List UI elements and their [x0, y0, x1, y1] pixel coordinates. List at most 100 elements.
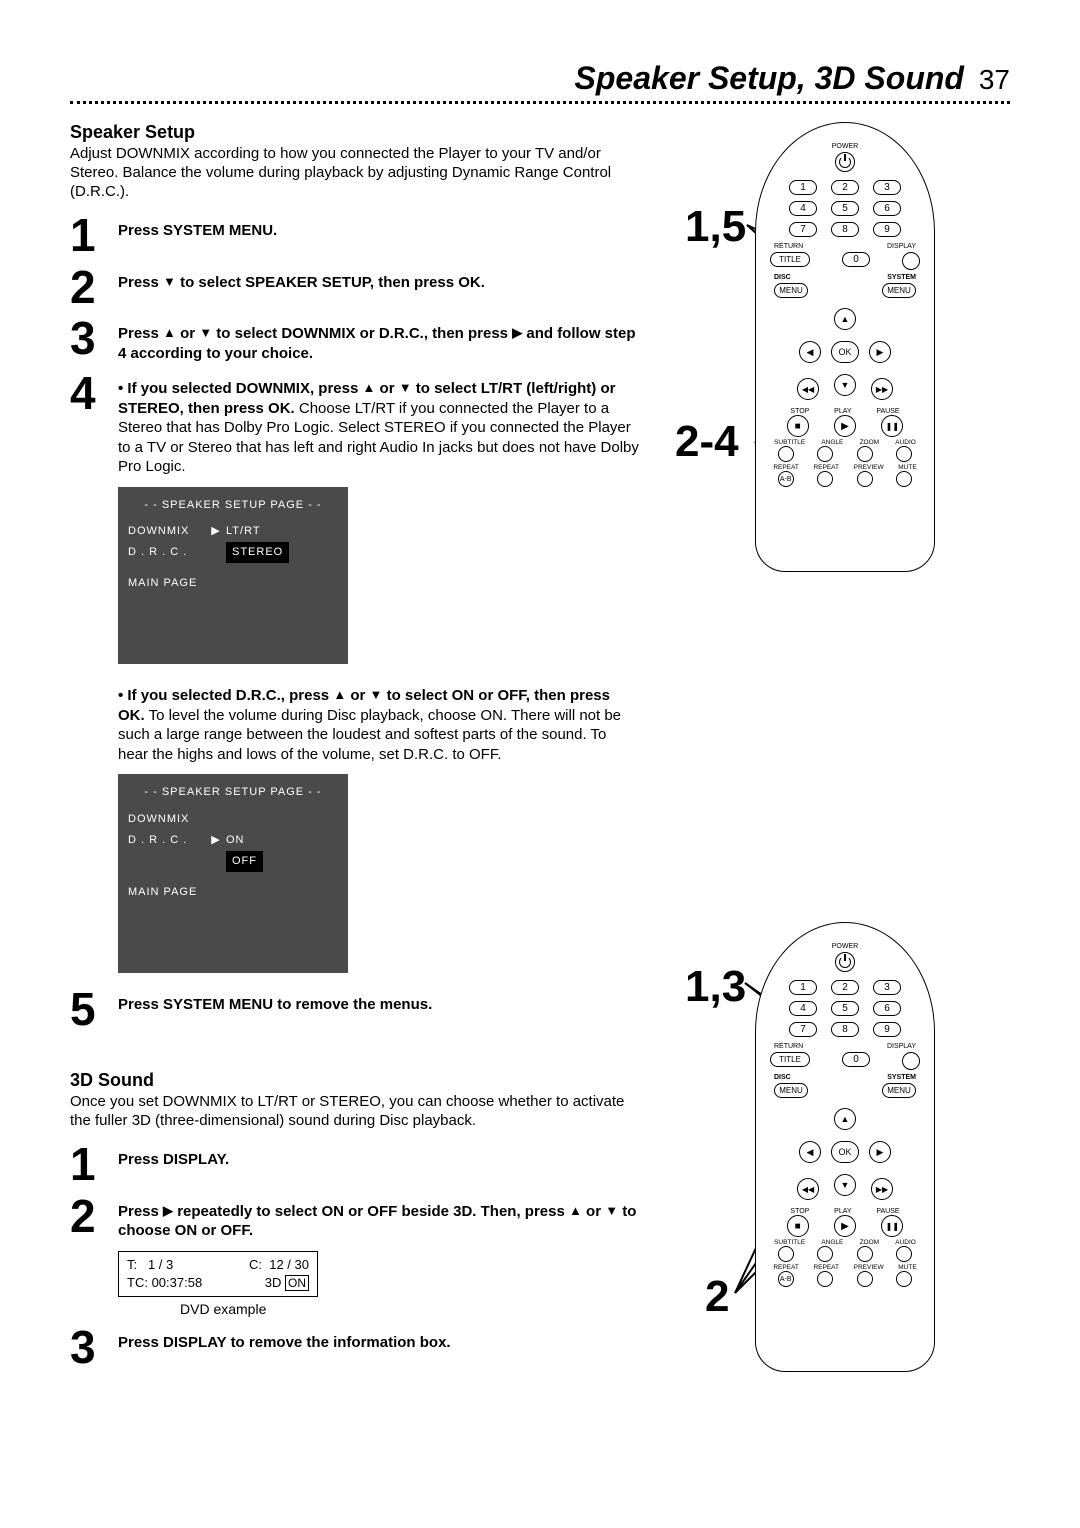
speaker-setup-intro: Adjust DOWNMIX according to how you conn…	[70, 145, 640, 201]
dvd-tval: 1 / 3	[148, 1257, 173, 1272]
num-button[interactable]: 7	[789, 222, 817, 237]
callout-1-3: 1,3	[685, 962, 746, 1012]
right-button[interactable]: ▶	[869, 1141, 891, 1163]
left-button[interactable]: ◀	[799, 1141, 821, 1163]
play-button[interactable]: ▶	[834, 1215, 856, 1237]
num-button[interactable]: 1	[789, 180, 817, 195]
disc-menu-button[interactable]: MENU	[774, 1083, 808, 1098]
num-button[interactable]: 8	[831, 1022, 859, 1037]
up-button[interactable]: ▲	[834, 308, 856, 330]
speaker-setup-heading: Speaker Setup	[70, 122, 640, 143]
audio-button[interactable]	[896, 1246, 912, 1262]
num-button[interactable]: 5	[831, 1001, 859, 1016]
left-button[interactable]: ◀	[799, 341, 821, 363]
repeat-button[interactable]	[817, 1271, 833, 1287]
play-label: PLAY	[834, 1208, 851, 1215]
dvd-info-box: T: 1 / 3 C: 12 / 30 TC: 00:37:58 3D ON	[118, 1251, 318, 1297]
angle-button[interactable]	[817, 1246, 833, 1262]
mute-button[interactable]	[896, 471, 912, 487]
system-menu-button[interactable]: MENU	[882, 283, 916, 298]
preview-button[interactable]	[857, 1271, 873, 1287]
system-label: SYSTEM	[887, 274, 916, 281]
num-button[interactable]: 9	[873, 222, 901, 237]
3d2b: repeatedly to select ON or OFF beside 3D…	[173, 1203, 569, 1220]
next-button[interactable]: ▶▶	[871, 1178, 893, 1200]
num-button[interactable]: 0	[842, 1052, 870, 1067]
display-button[interactable]	[902, 1052, 920, 1070]
page-number: 37	[979, 64, 1010, 95]
pause-button[interactable]: ❚❚	[881, 1215, 903, 1237]
num-button[interactable]: 6	[873, 1001, 901, 1016]
num-button[interactable]: 2	[831, 980, 859, 995]
power-button[interactable]	[835, 952, 855, 972]
mute-button[interactable]	[896, 1271, 912, 1287]
down-button[interactable]: ▼	[834, 374, 856, 396]
3d2c: or	[582, 1203, 605, 1220]
next-button[interactable]: ▶▶	[871, 378, 893, 400]
preview-button[interactable]	[857, 471, 873, 487]
down-icon: ▼	[370, 687, 383, 702]
subtitle-button[interactable]	[778, 1246, 794, 1262]
audio-label: AUDIO	[895, 439, 916, 446]
disc-menu-button[interactable]: MENU	[774, 283, 808, 298]
osd-main: MAIN PAGE	[128, 882, 338, 903]
num-button[interactable]: 9	[873, 1022, 901, 1037]
right-icon: ▶	[512, 325, 522, 340]
power-button[interactable]	[835, 152, 855, 172]
stop-button[interactable]: ■	[787, 415, 809, 437]
osd-label: DOWNMIX	[128, 809, 206, 830]
right-icon: ▶	[206, 521, 226, 542]
angle-button[interactable]	[817, 446, 833, 462]
subtitle-button[interactable]	[778, 446, 794, 462]
return-label: RETURN	[774, 243, 803, 250]
system-menu-button[interactable]: MENU	[882, 1083, 916, 1098]
num-button[interactable]: 8	[831, 222, 859, 237]
s4b: or	[375, 380, 398, 397]
ok-button[interactable]: OK	[831, 341, 859, 363]
repeat-ab-button[interactable]: A-B	[778, 471, 794, 487]
right-button[interactable]: ▶	[869, 341, 891, 363]
play-button[interactable]: ▶	[834, 415, 856, 437]
3d-step-2: 2 Press ▶ repeatedly to select ON or OFF…	[70, 1196, 640, 1241]
num-button[interactable]: 4	[789, 201, 817, 216]
display-button[interactable]	[902, 252, 920, 270]
title-button[interactable]: TITLE	[770, 252, 810, 267]
repeat-button[interactable]	[817, 471, 833, 487]
num-button[interactable]: 1	[789, 980, 817, 995]
3dstep3-text: Press DISPLAY to remove the information …	[118, 1334, 451, 1351]
num-button[interactable]: 3	[873, 980, 901, 995]
prev-button[interactable]: ◀◀	[797, 378, 819, 400]
osd-value: LT/RT	[226, 521, 261, 542]
stop-button[interactable]: ■	[787, 1215, 809, 1237]
ok-button[interactable]: OK	[831, 1141, 859, 1163]
step-number: 5	[70, 989, 118, 1030]
repeat-label: REPEAT	[773, 464, 799, 471]
audio-button[interactable]	[896, 446, 912, 462]
dvd-example-label: DVD example	[180, 1301, 640, 1317]
zoom-button[interactable]	[857, 446, 873, 462]
up-button[interactable]: ▲	[834, 1108, 856, 1130]
repeat-ab-button[interactable]: A-B	[778, 1271, 794, 1287]
num-button[interactable]: 2	[831, 180, 859, 195]
pause-button[interactable]: ❚❚	[881, 415, 903, 437]
num-button[interactable]: 4	[789, 1001, 817, 1016]
osd-label: DOWNMIX	[128, 521, 206, 542]
title-button[interactable]: TITLE	[770, 1052, 810, 1067]
osd-downmix: - - SPEAKER SETUP PAGE - - DOWNMIX▶LT/RT…	[118, 487, 348, 665]
num-button[interactable]: 3	[873, 180, 901, 195]
prev-button[interactable]: ◀◀	[797, 1178, 819, 1200]
step4-drc: • If you selected D.R.C., press ▲ or ▼ t…	[118, 680, 640, 764]
sound3d-intro: Once you set DOWNMIX to LT/RT or STEREO,…	[70, 1093, 640, 1131]
osd-drc: - - SPEAKER SETUP PAGE - - DOWNMIX D . R…	[118, 774, 348, 972]
num-button[interactable]: 5	[831, 201, 859, 216]
num-button[interactable]: 6	[873, 201, 901, 216]
down-button[interactable]: ▼	[834, 1174, 856, 1196]
num-button[interactable]: 0	[842, 252, 870, 267]
step2-a: Press	[118, 274, 163, 291]
dvd-c: C:	[249, 1257, 262, 1272]
mute-label: MUTE	[898, 464, 916, 471]
zoom-button[interactable]	[857, 1246, 873, 1262]
num-button[interactable]: 7	[789, 1022, 817, 1037]
right-icon: ▶	[163, 1203, 173, 1218]
step1-text: Press SYSTEM MENU.	[118, 222, 277, 239]
